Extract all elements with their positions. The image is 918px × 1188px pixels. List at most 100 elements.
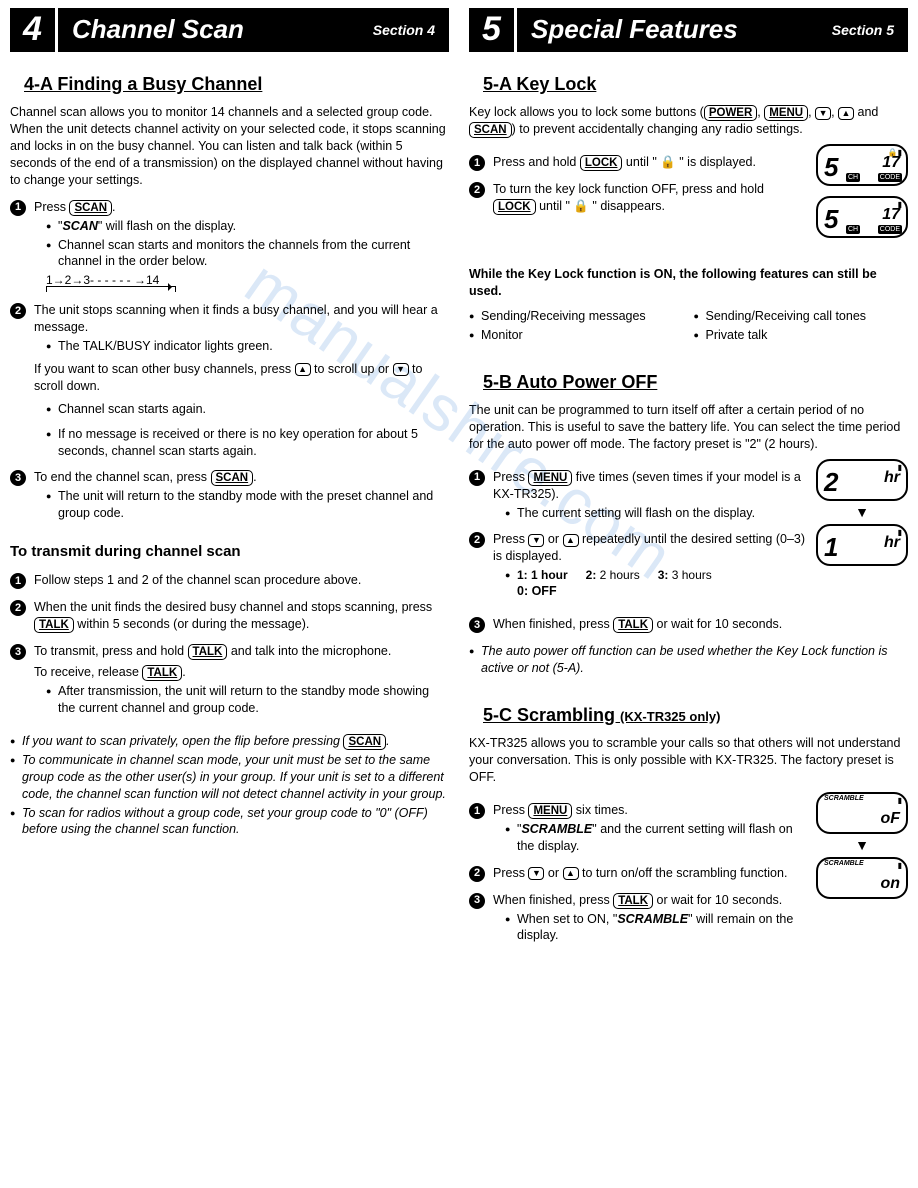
- c-step-2: Press ▼ or ▲ to turn on/off the scrambli…: [469, 865, 806, 882]
- a-step-1: Press and hold LOCK until " 🔒 " is displ…: [469, 154, 806, 171]
- step-1-text: Press: [34, 200, 69, 214]
- step-2-text: The unit stops scanning when it finds a …: [34, 303, 438, 334]
- c-step-3: When finished, press TALK or wait for 10…: [469, 892, 806, 945]
- heading-5b: 5-B Auto Power OFF: [483, 370, 908, 394]
- scan-button-label: SCAN: [343, 734, 386, 750]
- lcd-5c: SCRAMBLE ▮ oF ▼ SCRAMBLE ▮ on: [816, 792, 908, 909]
- lcd-5b: ▮ 2 hr ▼ ▮ 1 hr: [816, 459, 908, 576]
- b-note: The auto power off function can be used …: [469, 643, 908, 677]
- step-1-bullet-1: "SCAN" will flash on the display.: [46, 218, 449, 235]
- note-5b: The auto power off function can be used …: [469, 643, 908, 677]
- talk-button-label: TALK: [34, 617, 74, 633]
- menu-button-label: MENU: [528, 803, 572, 819]
- intro-5a: Key lock allows you to lock some buttons…: [469, 104, 908, 138]
- down-arrow-icon: ▼: [816, 503, 908, 522]
- up-arrow-icon: ▲: [838, 107, 854, 120]
- steps-5b-cont: When finished, press TALK or wait for 10…: [469, 616, 908, 633]
- lcd-screen: SCRAMBLE ▮ oF: [816, 792, 908, 834]
- power-button-label: POWER: [704, 105, 757, 121]
- step-2-p1: If you want to scan other busy channels,…: [34, 361, 449, 395]
- down-arrow-icon: ▼: [815, 107, 831, 120]
- b-step-3: When finished, press TALK or wait for 10…: [469, 616, 908, 633]
- t-step-3: To transmit, press and hold TALK and tal…: [10, 643, 449, 717]
- intro-4a: Channel scan allows you to monitor 14 ch…: [10, 104, 449, 188]
- feat-title-5a: While the Key Lock function is ON, the f…: [469, 266, 908, 300]
- section-4-label: Section 4: [373, 8, 449, 52]
- section-5-number: 5: [469, 8, 517, 52]
- lock-button-label: LOCK: [580, 155, 623, 171]
- t-step-1: Follow steps 1 and 2 of the channel scan…: [10, 572, 449, 589]
- b-step-2: Press ▼ or ▲ repeatedly until the desire…: [469, 531, 806, 600]
- talk-button-label: TALK: [613, 617, 653, 633]
- steps-4a: Press SCAN. "SCAN" will flash on the dis…: [10, 199, 449, 523]
- section-5-header: 5 Special Features Section 5: [469, 8, 908, 52]
- feat-list-5a: Sending/Receiving messages Monitor Sendi…: [469, 304, 908, 348]
- feat-l1: Sending/Receiving messages: [469, 308, 684, 325]
- feat-r1: Sending/Receiving call tones: [694, 308, 909, 325]
- lcd-5a: 🔒▮ 5 17 CH CODE ▮ 5 17 CH CODE: [816, 144, 908, 248]
- note-3: To scan for radios without a group code,…: [10, 805, 449, 839]
- step-3-bullet-1: The unit will return to the standby mode…: [46, 488, 449, 522]
- step-2-bullet-1: The TALK/BUSY indicator lights green.: [46, 338, 449, 355]
- steps-5a: Press and hold LOCK until " 🔒 " is displ…: [469, 154, 806, 215]
- steps-transmit: Follow steps 1 and 2 of the channel scan…: [10, 572, 449, 717]
- step-2-bullet-3: If no message is received or there is no…: [46, 426, 449, 460]
- step-1-bullet-2: Channel scan starts and monitors the cha…: [46, 237, 449, 271]
- battery-icon: ▮: [898, 861, 902, 872]
- heading-4a: 4-A Finding a Busy Channel: [24, 72, 449, 96]
- left-column: 4 Channel Scan Section 4 4-A Finding a B…: [10, 8, 449, 950]
- menu-button-label: MENU: [528, 470, 572, 486]
- step-2: The unit stops scanning when it finds a …: [10, 302, 449, 459]
- talk-button-label: TALK: [613, 893, 653, 909]
- scan-button-label: SCAN: [469, 122, 512, 138]
- t-step-3-bullet: After transmission, the unit will return…: [46, 683, 449, 717]
- step-1: Press SCAN. "SCAN" will flash on the dis…: [10, 199, 449, 293]
- down-arrow-icon: ▼: [816, 836, 908, 855]
- lcd-screen: ▮ 5 17 CH CODE: [816, 196, 908, 238]
- b-step-2-row: 1: 1 hour 2: 2 hours 3: 3 hours 0: OFF: [505, 567, 806, 600]
- intro-5b: The unit can be programmed to turn itsel…: [469, 402, 908, 453]
- section-5-label: Section 5: [832, 8, 908, 52]
- intro-5c: KX-TR325 allows you to scramble your cal…: [469, 735, 908, 786]
- step-2-bullet-2: Channel scan starts again.: [46, 401, 449, 418]
- note-2: To communicate in channel scan mode, you…: [10, 752, 449, 803]
- heading-5c: 5-C Scrambling (KX-TR325 only): [483, 703, 908, 727]
- lock-button-label: LOCK: [493, 199, 536, 215]
- lcd-screen: ▮ 2 hr: [816, 459, 908, 501]
- down-arrow-icon: ▼: [393, 363, 409, 376]
- up-arrow-icon: ▲: [563, 867, 579, 880]
- down-arrow-icon: ▼: [528, 534, 544, 547]
- scan-button-label: SCAN: [69, 200, 112, 216]
- c-step-3-bullet: When set to ON, "SCRAMBLE" will remain o…: [505, 911, 806, 945]
- step-3: To end the channel scan, press SCAN. The…: [10, 469, 449, 522]
- right-column: 5 Special Features Section 5 5-A Key Loc…: [469, 8, 908, 950]
- down-arrow-icon: ▼: [528, 867, 544, 880]
- t-step-2: When the unit finds the desired busy cha…: [10, 599, 449, 633]
- notes-4a: If you want to scan privately, open the …: [10, 733, 449, 838]
- battery-icon: ▮: [898, 796, 902, 807]
- section-4-title: Channel Scan: [58, 8, 373, 52]
- a-step-2: To turn the key lock function OFF, press…: [469, 181, 806, 215]
- up-arrow-icon: ▲: [295, 363, 311, 376]
- talk-button-label: TALK: [142, 665, 182, 681]
- section-5-title: Special Features: [517, 8, 832, 52]
- steps-5c: Press MENU six times. "SCRAMBLE" and the…: [469, 802, 806, 944]
- up-arrow-icon: ▲: [563, 534, 579, 547]
- steps-5b: Press MENU five times (seven times if yo…: [469, 469, 806, 601]
- c-step-1-bullet: "SCRAMBLE" and the current setting will …: [505, 821, 806, 855]
- page: 4 Channel Scan Section 4 4-A Finding a B…: [0, 0, 918, 958]
- section-4-number: 4: [10, 8, 58, 52]
- lcd-screen: SCRAMBLE ▮ on: [816, 857, 908, 899]
- scan-button-label: SCAN: [211, 470, 254, 486]
- b-step-1: Press MENU five times (seven times if yo…: [469, 469, 806, 522]
- b-step-1-bullet: The current setting will flash on the di…: [505, 505, 806, 522]
- heading-transmit: To transmit during channel scan: [10, 542, 449, 562]
- note-1: If you want to scan privately, open the …: [10, 733, 449, 750]
- menu-button-label: MENU: [764, 105, 808, 121]
- feat-r2: Private talk: [694, 327, 909, 344]
- sequence: 1→2→3- - - - - - →14: [46, 272, 449, 292]
- c-step-1: Press MENU six times. "SCRAMBLE" and the…: [469, 802, 806, 855]
- feat-l2: Monitor: [469, 327, 684, 344]
- section-4-header: 4 Channel Scan Section 4: [10, 8, 449, 52]
- lcd-screen: 🔒▮ 5 17 CH CODE: [816, 144, 908, 186]
